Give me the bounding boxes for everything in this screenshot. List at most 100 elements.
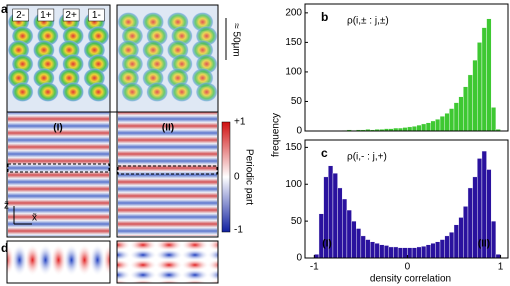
x-axis-label: density correlation — [370, 274, 451, 285]
panel-label: c — [321, 146, 328, 160]
bar — [365, 239, 371, 259]
dashed-box — [7, 163, 218, 175]
bar — [393, 246, 399, 259]
bar — [491, 107, 497, 132]
bar — [435, 118, 441, 132]
bar — [467, 74, 473, 132]
y-tick-label: 0 — [296, 253, 302, 264]
bar — [360, 235, 366, 259]
bar — [342, 198, 348, 259]
panel-label: b — [321, 10, 328, 24]
bar — [402, 247, 408, 259]
region-label: (II) — [162, 123, 174, 134]
region-label: (I) — [53, 123, 62, 134]
bar — [383, 245, 390, 259]
cloud-blob — [36, 82, 59, 102]
bar — [463, 206, 469, 259]
bar — [481, 27, 487, 132]
x-tick-label: 0 — [405, 262, 411, 273]
bar — [444, 113, 450, 132]
label-box — [62, 8, 80, 22]
bar — [439, 239, 445, 259]
bar — [430, 120, 436, 132]
chart-title: ρ(i,- : j,+) — [347, 152, 387, 163]
bar — [425, 244, 431, 259]
column-label: 1+ — [40, 10, 52, 21]
y-tick-label: 150 — [285, 37, 302, 48]
bar — [463, 86, 469, 132]
chart-title: ρ(i,± : j,±) — [347, 16, 389, 27]
axis-label: x̃ — [32, 213, 37, 224]
cloud-blob — [87, 82, 110, 102]
bar — [318, 213, 324, 259]
x-tick-label: -1 — [310, 262, 319, 273]
bar — [449, 108, 455, 132]
bar — [453, 224, 459, 259]
bar — [397, 247, 403, 259]
bar — [351, 220, 357, 259]
cloud-blob — [195, 82, 218, 102]
y-tick-label: 150 — [285, 142, 302, 153]
image — [6, 240, 111, 284]
bar — [477, 42, 483, 132]
colorbar-label: +1 — [234, 117, 246, 128]
bar — [458, 96, 464, 132]
colorbar-label: 0 — [234, 172, 240, 183]
bar — [435, 241, 441, 259]
plot-frame — [304, 3, 509, 132]
y-tick-label: 100 — [285, 67, 302, 78]
y-axis-label: frequency — [271, 113, 282, 157]
bar — [421, 123, 427, 132]
label-box — [88, 8, 105, 22]
colorbar-title: Periodic part — [243, 149, 254, 205]
panel-label: d — [1, 241, 8, 255]
x-tick-label: 1 — [498, 262, 504, 273]
annotation: (I) — [322, 239, 331, 250]
bar — [346, 209, 352, 259]
colorbar — [221, 121, 231, 233]
bar — [449, 231, 455, 259]
bar — [416, 246, 422, 259]
bar — [453, 102, 459, 132]
bar — [402, 127, 408, 132]
label-box — [37, 8, 55, 22]
bar — [495, 254, 501, 259]
bar — [411, 247, 417, 259]
bar — [491, 220, 497, 259]
bar — [379, 244, 385, 259]
bar — [332, 172, 338, 259]
y-tick-label: 0 — [296, 126, 302, 137]
bar — [337, 187, 343, 259]
bar — [421, 245, 427, 259]
colorbar-label: -1 — [234, 225, 243, 236]
bar — [374, 243, 380, 259]
cloud-blob — [170, 82, 193, 102]
scale-label: ≈ 50μm — [230, 23, 241, 56]
bar — [486, 18, 492, 132]
image — [116, 240, 219, 284]
cloud-blob — [62, 82, 85, 102]
label-box — [12, 8, 29, 22]
bar — [439, 116, 445, 132]
bar — [407, 247, 413, 259]
y-tick-label: 200 — [285, 8, 302, 19]
column-label: 2- — [16, 10, 25, 21]
y-tick-label: 50 — [291, 216, 303, 227]
column-label: 2+ — [65, 10, 77, 21]
bar — [356, 228, 362, 259]
plot-frame — [304, 139, 509, 259]
axis-label: z̃ — [4, 201, 9, 212]
bar — [388, 246, 394, 259]
cloud-blob — [11, 82, 34, 102]
bar — [411, 126, 417, 132]
bar — [407, 126, 413, 132]
column-label: 1- — [92, 10, 101, 21]
bar — [472, 176, 478, 259]
image — [8, 112, 109, 236]
bar — [314, 254, 320, 259]
bar — [472, 59, 478, 132]
axes-arrows — [13, 206, 32, 225]
bar — [444, 235, 450, 259]
y-tick-label: 100 — [285, 179, 302, 190]
